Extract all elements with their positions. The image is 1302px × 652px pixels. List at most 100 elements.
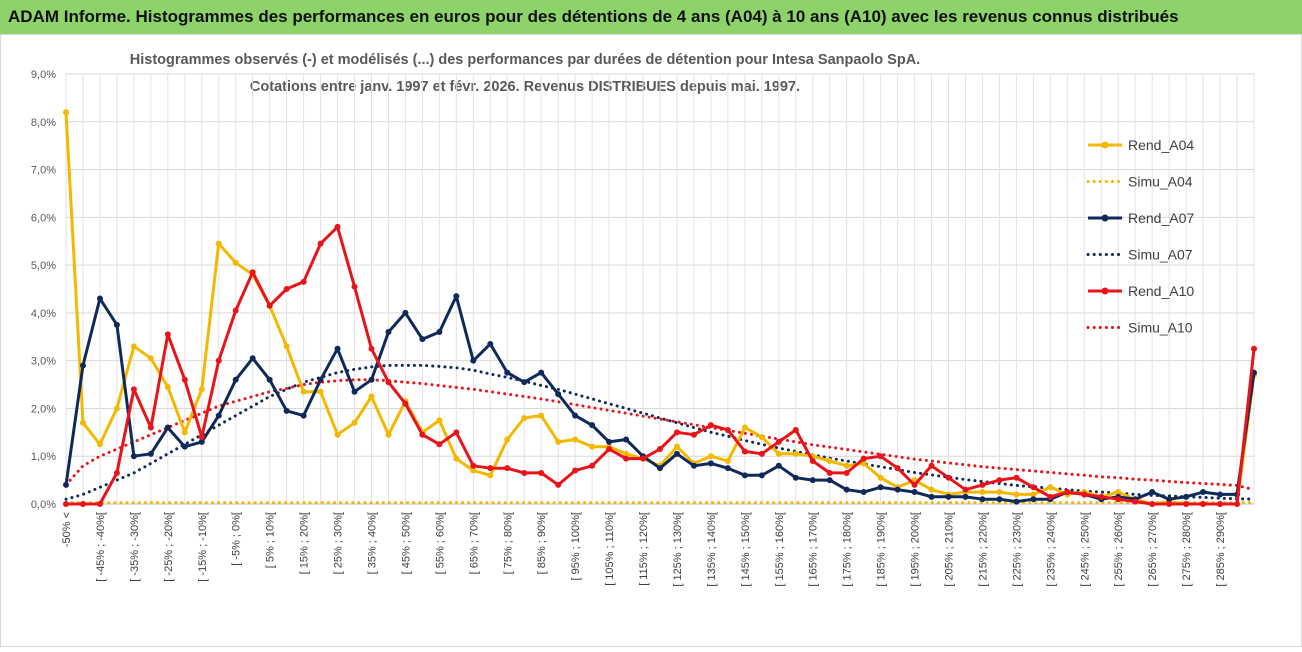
data-point-rend-a10 bbox=[1200, 501, 1207, 507]
x-tick-label: [ 175% ; 180%[ bbox=[842, 512, 854, 587]
data-point-rend-a04 bbox=[368, 393, 375, 400]
data-point-rend-a07 bbox=[232, 376, 239, 383]
x-tick-label: [ 125% ; 130%[ bbox=[672, 512, 684, 587]
data-point-rend-a04 bbox=[521, 415, 528, 421]
data-point-rend-a07 bbox=[589, 422, 596, 429]
data-point-rend-a04 bbox=[877, 474, 884, 481]
data-point-rend-a10 bbox=[741, 448, 748, 455]
data-point-rend-a07 bbox=[724, 465, 731, 472]
data-point-rend-a04 bbox=[928, 486, 935, 493]
data-point-rend-a04 bbox=[673, 443, 680, 450]
data-point-rend-a10 bbox=[911, 481, 918, 488]
data-point-rend-a07 bbox=[911, 489, 918, 496]
x-tick-label: [ 195% ; 200%[ bbox=[910, 512, 922, 587]
legend-label-simu-a07: Simu_A07 bbox=[1128, 247, 1193, 263]
data-point-rend-a04 bbox=[436, 417, 443, 424]
data-point-rend-a10 bbox=[436, 441, 443, 448]
data-point-rend-a10 bbox=[63, 501, 69, 507]
legend-marker-rend-a04 bbox=[1101, 141, 1109, 149]
data-point-rend-a07 bbox=[877, 484, 884, 491]
x-tick-label: [ 5% ; 10%[ bbox=[265, 512, 277, 568]
data-point-rend-a07 bbox=[657, 465, 663, 472]
data-point-rend-a07 bbox=[1030, 496, 1037, 503]
data-point-rend-a10 bbox=[572, 467, 579, 474]
x-tick-label: [ 95% ; 100%[ bbox=[570, 512, 582, 581]
data-point-rend-a04 bbox=[572, 436, 579, 443]
legend-label-simu-a10: Simu_A10 bbox=[1128, 320, 1193, 336]
data-point-rend-a10 bbox=[928, 462, 935, 469]
chart-gridlines bbox=[65, 73, 1255, 505]
data-point-rend-a07 bbox=[96, 295, 103, 302]
page-title: ADAM Informe. Histogrammes des performan… bbox=[8, 7, 1179, 26]
data-point-rend-a07 bbox=[775, 462, 782, 469]
data-point-rend-a04 bbox=[113, 405, 120, 412]
data-point-rend-a10 bbox=[555, 481, 562, 488]
data-point-rend-a10 bbox=[368, 345, 375, 352]
data-point-rend-a07 bbox=[453, 293, 460, 300]
data-point-rend-a04 bbox=[487, 472, 494, 479]
data-point-rend-a04 bbox=[300, 388, 307, 395]
data-point-rend-a07 bbox=[673, 450, 680, 457]
data-point-rend-a07 bbox=[758, 472, 765, 479]
data-point-rend-a04 bbox=[1047, 484, 1054, 491]
data-point-rend-a10 bbox=[470, 462, 477, 469]
data-point-rend-a04 bbox=[63, 109, 69, 116]
data-point-rend-a07 bbox=[470, 357, 477, 364]
legend-label-rend-a04: Rend_A04 bbox=[1128, 137, 1194, 153]
data-point-rend-a10 bbox=[1013, 474, 1020, 481]
data-point-rend-a07 bbox=[606, 438, 613, 445]
data-point-rend-a07 bbox=[266, 376, 273, 383]
data-point-rend-a10 bbox=[792, 426, 799, 433]
x-tick-label: [ 15% ; 20%[ bbox=[299, 512, 311, 574]
data-point-rend-a10 bbox=[1132, 498, 1139, 505]
x-tick-label: [ 185% ; 190%[ bbox=[876, 512, 888, 587]
data-point-rend-a07 bbox=[894, 486, 901, 493]
data-point-rend-a07 bbox=[487, 340, 494, 347]
x-tick-label: [ -15% ; -10%[ bbox=[197, 512, 209, 582]
data-point-rend-a10 bbox=[1047, 493, 1054, 500]
data-point-rend-a07 bbox=[928, 493, 935, 500]
data-point-rend-a10 bbox=[843, 469, 850, 476]
data-point-rend-a10 bbox=[962, 486, 969, 493]
data-point-rend-a04 bbox=[1115, 489, 1122, 496]
y-tick-label: 7,0% bbox=[31, 165, 56, 177]
data-point-rend-a07 bbox=[402, 309, 409, 316]
data-point-rend-a04 bbox=[1030, 491, 1037, 498]
header-banner: ADAM Informe. Histogrammes des performan… bbox=[0, 0, 1302, 34]
data-point-rend-a07 bbox=[419, 336, 426, 343]
x-tick-label: [ -25% ; -20%[ bbox=[163, 512, 175, 582]
data-point-rend-a07 bbox=[979, 496, 986, 503]
data-point-rend-a07 bbox=[555, 391, 562, 398]
data-point-rend-a10 bbox=[113, 469, 120, 476]
data-point-rend-a10 bbox=[147, 424, 154, 431]
x-tick-label: [ 75% ; 80%[ bbox=[502, 512, 514, 574]
data-point-rend-a07 bbox=[572, 412, 579, 419]
data-point-rend-a10 bbox=[1251, 345, 1257, 352]
data-point-rend-a10 bbox=[334, 223, 341, 230]
data-point-rend-a04 bbox=[538, 412, 545, 419]
y-tick-label: 1,0% bbox=[31, 451, 56, 463]
data-point-rend-a07 bbox=[147, 450, 154, 457]
data-point-rend-a07 bbox=[623, 436, 630, 443]
y-tick-label: 0,0% bbox=[31, 499, 56, 511]
y-tick-label: 3,0% bbox=[31, 356, 56, 368]
data-point-rend-a10 bbox=[707, 422, 714, 429]
data-point-rend-a07 bbox=[538, 369, 545, 376]
chart-series bbox=[63, 109, 1257, 507]
data-point-rend-a10 bbox=[877, 453, 884, 460]
x-tick-label: [ 135% ; 140%[ bbox=[706, 512, 718, 587]
data-point-rend-a04 bbox=[385, 431, 392, 438]
data-point-rend-a04 bbox=[334, 431, 341, 438]
data-point-rend-a04 bbox=[232, 259, 239, 266]
x-tick-label: [ -45% ; -40%[ bbox=[95, 512, 107, 582]
x-tick-label: [ 145% ; 150%[ bbox=[740, 512, 752, 587]
data-point-rend-a04 bbox=[470, 467, 477, 474]
data-point-rend-a04 bbox=[792, 450, 799, 457]
x-tick-label: [ 275% ; 280%[ bbox=[1181, 512, 1193, 587]
data-point-rend-a04 bbox=[198, 386, 205, 393]
performance-histogram-chart: Histogrammes observés (-) et modélisés (… bbox=[31, 52, 1257, 587]
data-point-rend-a07 bbox=[690, 462, 697, 469]
data-point-rend-a04 bbox=[130, 343, 137, 350]
data-point-rend-a10 bbox=[1115, 496, 1122, 503]
data-point-rend-a10 bbox=[1030, 484, 1037, 491]
